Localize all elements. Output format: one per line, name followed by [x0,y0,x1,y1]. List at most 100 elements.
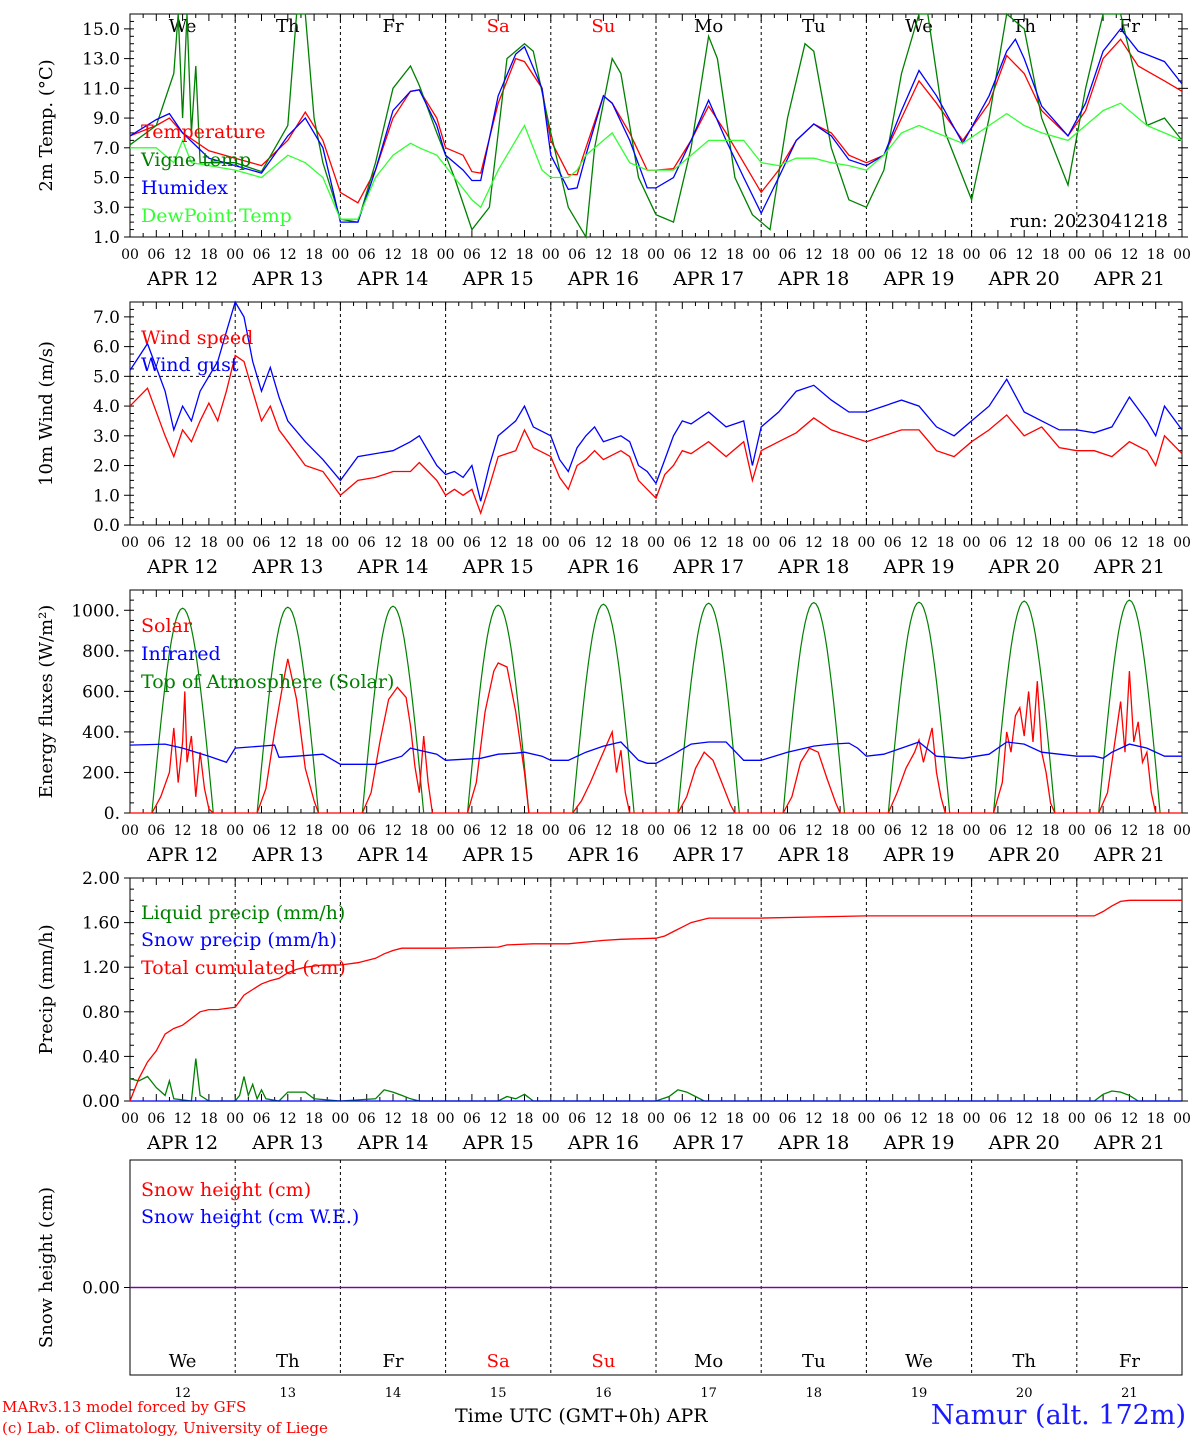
x-hour-label: 00 [1173,247,1191,263]
x-date-label: APR 12 [146,1132,218,1154]
x-hour-label: 00 [1173,823,1191,839]
y-tick-label: 11.0 [82,79,120,99]
x-date-label: APR 16 [567,556,639,578]
y-tick-label: 400. [82,723,120,743]
y-tick-label: 3.0 [93,427,120,447]
x-hour-label: 00 [963,823,981,839]
series-line-1 [129,354,1183,516]
y-tick-label: 1.20 [82,958,120,978]
x-date-label: APR 13 [251,268,323,290]
x-hour-label: 18 [1042,247,1060,263]
x-hour-label: 00 [331,823,349,839]
x-date-label: APR 13 [251,1132,323,1154]
toa-solar-line [887,601,951,814]
x-date-label: APR 19 [882,268,954,290]
legend-entry: Humidex [141,177,228,199]
x-hour-label: 18 [936,1111,954,1127]
x-hour-label: 18 [621,535,639,551]
day-number-label: 16 [595,1386,612,1401]
day-number-label: 17 [700,1386,717,1401]
x-hour-label: 18 [1042,823,1060,839]
x-hour-label: 18 [831,535,849,551]
x-date-label: APR 12 [146,844,218,866]
x-hour-label: 06 [989,823,1007,839]
x-hour-label: 12 [805,247,823,263]
day-name-label: Tu [802,1351,826,1372]
x-hour-label: 12 [279,535,297,551]
x-hour-label: 18 [200,823,218,839]
y-tick-label: 1000. [71,601,120,621]
x-hour-label: 12 [805,1111,823,1127]
y-tick-label: 200. [82,763,120,783]
x-hour-label: 18 [726,535,744,551]
day-number-label: 20 [1016,1386,1033,1401]
x-hour-label: 00 [542,1111,560,1127]
x-hour-label: 00 [121,535,139,551]
x-hour-label: 00 [752,823,770,839]
x-hour-label: 18 [936,535,954,551]
x-date-label: APR 15 [462,556,534,578]
x-hour-label: 00 [437,823,455,839]
x-hour-label: 18 [621,823,639,839]
x-hour-label: 18 [936,247,954,263]
x-hour-label: 06 [568,1111,586,1127]
y-tick-label: 800. [82,642,120,662]
x-date-label: APR 20 [988,268,1060,290]
x-date-label: APR 15 [462,268,534,290]
x-hour-label: 12 [700,1111,718,1127]
x-hour-label: 18 [1147,535,1165,551]
x-hour-label: 06 [1094,1111,1112,1127]
x-hour-label: 18 [410,1111,428,1127]
x-hour-label: 12 [174,247,192,263]
y-tick-label: 1.0 [93,486,120,506]
x-hour-label: 06 [358,247,376,263]
x-hour-label: 12 [384,1111,402,1127]
x-hour-label: 00 [437,535,455,551]
plot-frame [129,301,1183,526]
x-date-label: APR 21 [1093,1132,1165,1154]
x-date-label: APR 14 [356,556,428,578]
x-hour-label: 06 [779,535,797,551]
x-hour-label: 12 [910,535,928,551]
y-axis-label: 2m Temp. (°C) [36,59,57,191]
x-hour-label: 12 [805,823,823,839]
legend-entry: Snow precip (mm/h) [141,929,337,951]
x-hour-label: 12 [489,535,507,551]
x-hour-label: 18 [831,823,849,839]
legend-entry: Liquid precip (mm/h) [141,902,345,924]
x-hour-label: 00 [331,1111,349,1127]
x-hour-label: 06 [1094,823,1112,839]
x-hour-label: 06 [884,1111,902,1127]
x-hour-label: 00 [647,535,665,551]
x-hour-label: 00 [963,535,981,551]
x-hour-label: 12 [910,1111,928,1127]
x-hour-label: 00 [647,1111,665,1127]
series-line-2 [129,12,1183,240]
day-name-label: Mo [694,1351,723,1372]
day-number-label: 21 [1121,1386,1138,1401]
series-line-1 [129,1058,1182,1102]
y-tick-label: 5.0 [93,367,120,387]
x-hour-label: 12 [1015,823,1033,839]
x-hour-label: 12 [1120,247,1138,263]
legend-entry: Snow height (cm W.E.) [141,1206,359,1228]
toa-solar-line [992,600,1056,814]
x-hour-label: 00 [331,247,349,263]
x-hour-label: 06 [147,535,165,551]
x-hour-label: 00 [542,535,560,551]
x-hour-label: 00 [226,823,244,839]
x-hour-label: 06 [673,535,691,551]
x-hour-label: 18 [410,247,428,263]
y-tick-label: 0.40 [82,1047,120,1067]
x-hour-label: 12 [1120,823,1138,839]
x-date-label: APR 17 [672,268,744,290]
x-hour-label: 12 [700,823,718,839]
toa-solar-line [677,602,740,814]
x-hour-label: 12 [384,247,402,263]
x-hour-label: 18 [621,247,639,263]
y-tick-label: 7.0 [93,308,120,328]
x-hour-label: 00 [1173,1111,1191,1127]
run-annotation: run: 2023041218 [1010,211,1168,232]
x-hour-label: 00 [857,1111,875,1127]
x-hour-label: 18 [200,535,218,551]
